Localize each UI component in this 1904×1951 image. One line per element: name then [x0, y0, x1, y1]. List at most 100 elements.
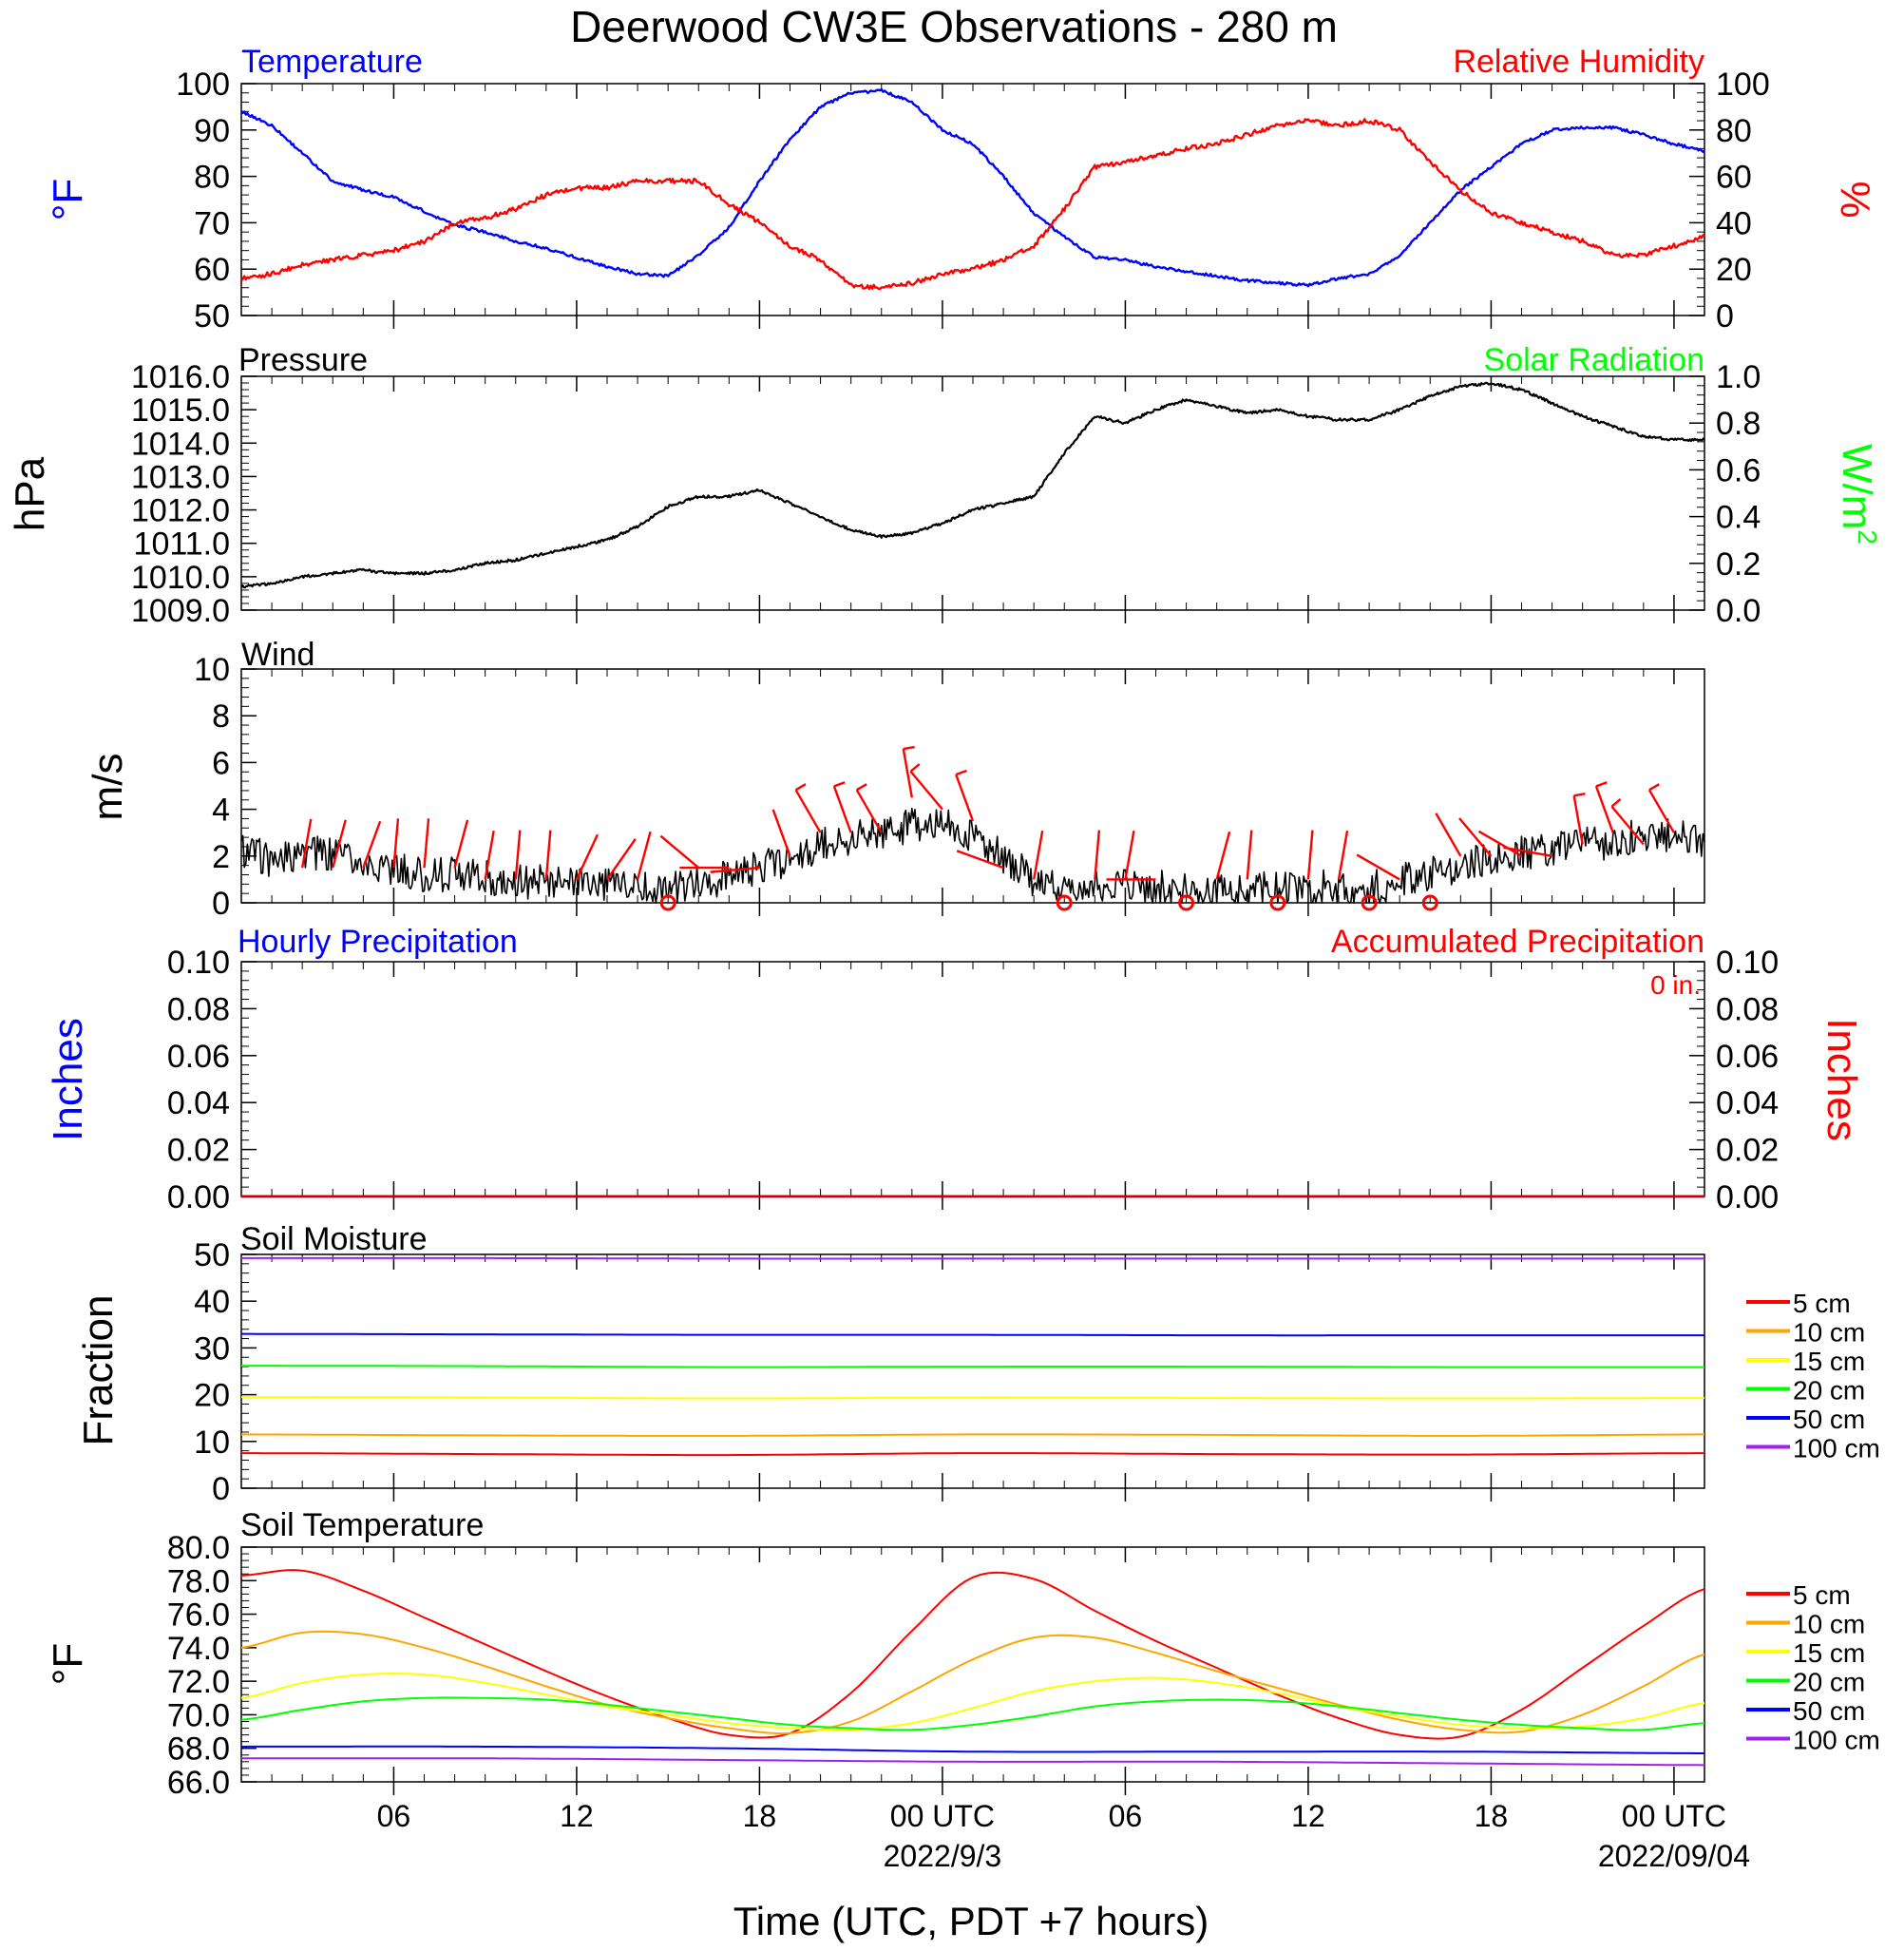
panel-frame	[240, 375, 1705, 611]
humidity-line	[240, 118, 1705, 291]
soil-series-15cm	[240, 1673, 1705, 1731]
legend-label: 50 cm	[1793, 1405, 1865, 1434]
wind-calm-marker	[1361, 894, 1378, 911]
soil-temperature-series	[240, 1569, 1705, 1767]
wind-barb	[636, 831, 652, 880]
y-tick-label: 60	[194, 252, 230, 288]
y-tick-label: 0	[1716, 298, 1734, 335]
wind-barb	[1477, 830, 1523, 857]
wind-barb	[1610, 805, 1645, 846]
pressure-ticks: 1009.01010.01011.01012.01013.01014.01015…	[131, 359, 257, 629]
wind-barb	[902, 748, 914, 798]
wind-barb-flag	[1610, 798, 1622, 808]
y-tick-label: 0.02	[1716, 1133, 1779, 1169]
soil-series-20cm	[241, 1365, 1704, 1368]
y-tick-label: 1015.0	[131, 392, 230, 429]
wind-ticks: 0 2 4 6 8 10	[194, 652, 257, 922]
wind-barb	[1337, 830, 1349, 880]
y-tick-label: 10	[194, 1425, 230, 1461]
y-tick-label: 8	[212, 698, 230, 735]
y-tick-label: 100	[176, 67, 230, 103]
wind-barb	[332, 819, 347, 869]
y-tick-label: 0	[212, 886, 230, 922]
soil-moisture-axis-label: Fraction	[75, 1295, 122, 1446]
x-tick-label: 00 UTC	[1622, 1799, 1726, 1833]
soil-series-100cm	[241, 1757, 1705, 1767]
y-tick-label: 68.0	[167, 1731, 230, 1768]
y-tick-label: 0.2	[1716, 546, 1761, 583]
soil-moisture-title: Soil Moisture	[240, 1221, 428, 1257]
legend-label: 100 cm	[1793, 1726, 1880, 1755]
y-tick-label: 78.0	[167, 1563, 230, 1599]
wind-calm-marker	[659, 894, 676, 911]
wind-barb	[956, 850, 1004, 870]
panel-soil-temperature: Soil Temperature °F 66.068.070.072.074.0…	[45, 1507, 1880, 1801]
wind-barb	[1094, 830, 1101, 880]
wind-calm-marker	[1269, 894, 1286, 911]
y-tick-label: 1016.0	[131, 359, 230, 395]
wind-barb	[362, 820, 382, 869]
time-ticks	[240, 1547, 1705, 1795]
soil-series-100cm	[241, 1256, 1704, 1260]
wind-barb	[659, 834, 700, 870]
y-tick-label: 0.4	[1716, 500, 1761, 536]
y-tick-label: 50	[194, 1237, 230, 1273]
y-tick-label: 0.00	[1716, 1179, 1779, 1215]
y-tick-label: 0.10	[1716, 945, 1779, 981]
legend-label: 20 cm	[1793, 1668, 1865, 1697]
x-tick-label: 18	[743, 1799, 777, 1833]
time-ticks	[240, 84, 1705, 329]
y-tick-label: 0.04	[167, 1085, 230, 1121]
y-tick-label: 1010.0	[131, 560, 230, 596]
wind-title: Wind	[241, 637, 314, 673]
solar-title: Solar Radiation	[1484, 342, 1704, 378]
soil-series-5cm	[240, 1569, 1705, 1740]
time-axis-labels: 06 12 18 00 UTC 2022/9/3 06 12 18 00 UTC 2022/09/…	[377, 1799, 1750, 1873]
y-tick-label: 0.08	[1716, 991, 1779, 1027]
wind-barb	[1594, 785, 1614, 833]
wind-barb	[484, 830, 495, 880]
wind-barb	[1124, 830, 1135, 880]
legend-label: 5 cm	[1793, 1580, 1851, 1610]
humidity-title: Relative Humidity	[1453, 44, 1704, 80]
y-tick-label: 0.06	[167, 1039, 230, 1075]
time-ticks	[240, 962, 1705, 1210]
legend-label: 100 cm	[1793, 1434, 1880, 1463]
wind-barb-flag	[903, 745, 915, 751]
legend-label: 10 cm	[1793, 1318, 1865, 1348]
wind-barb	[544, 830, 552, 880]
wind-barb	[575, 833, 599, 880]
y-tick-label: 4	[212, 793, 230, 829]
hourly-precip-ticks: 0.00 0.02 0.04 0.06 0.08 0.10	[167, 945, 257, 1215]
panel-precipitation: Hourly Precipitation Accumulated Precipi…	[45, 924, 1865, 1215]
accum-precip-title: Accumulated Precipitation	[1331, 924, 1704, 960]
y-tick-label: 0.6	[1716, 452, 1761, 488]
y-tick-label: 70	[194, 205, 230, 241]
y-tick-label: 80	[194, 160, 230, 196]
y-tick-label: 80	[1716, 113, 1752, 149]
wind-calm-marker	[1421, 894, 1438, 911]
x-axis-label: Time (UTC, PDT +7 hours)	[733, 1899, 1209, 1943]
y-tick-label: 0.02	[167, 1133, 230, 1169]
y-tick-label: 40	[1716, 205, 1752, 241]
wind-barb-flag	[833, 781, 846, 788]
soil-temperature-axis-label: °F	[45, 1643, 91, 1685]
y-tick-label: 1011.0	[134, 526, 230, 563]
wind-speed-line	[240, 808, 1705, 904]
y-tick-label: 60	[1716, 160, 1752, 196]
wind-barb	[794, 789, 822, 833]
wind-barb	[771, 809, 791, 857]
pressure-series	[240, 381, 1705, 589]
wind-barbs	[300, 745, 1675, 911]
panel-frame	[240, 668, 1705, 904]
y-tick-label: 74.0	[167, 1631, 230, 1667]
temperature-axis-label: °F	[45, 179, 91, 220]
wind-barb	[514, 830, 522, 880]
solar-ticks: 0.0 0.2 0.4 0.6 0.8 1.0	[1689, 359, 1761, 629]
y-tick-label: 20	[1716, 252, 1752, 288]
y-tick-label: 76.0	[167, 1597, 230, 1634]
wind-axis-label: m/s	[85, 754, 131, 821]
